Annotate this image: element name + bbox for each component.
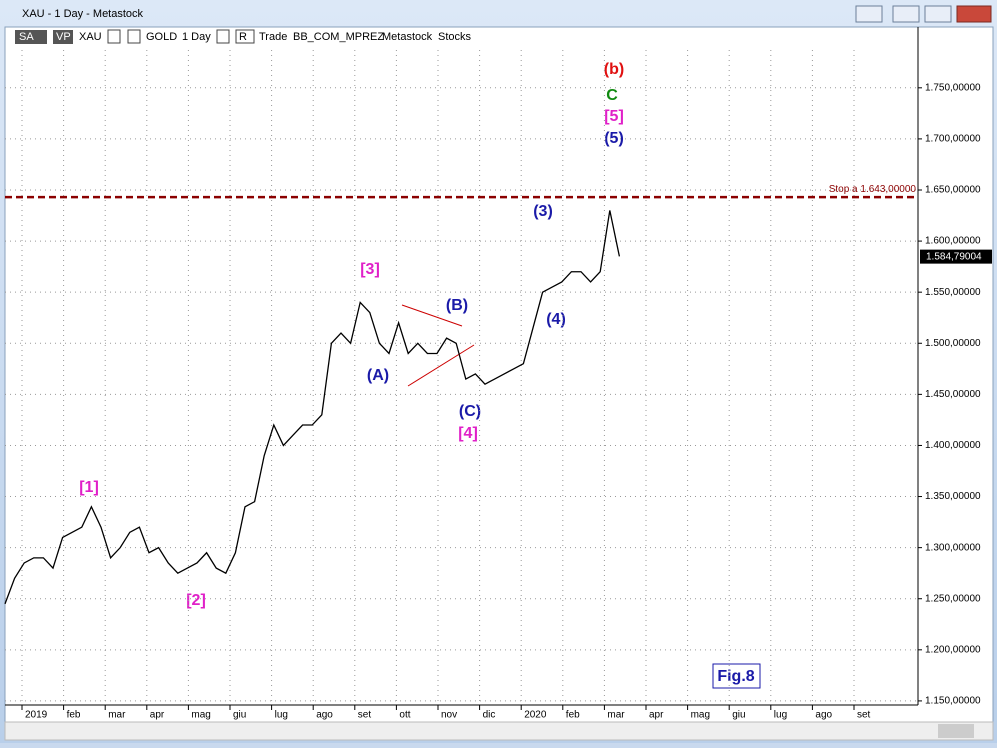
x-tick-label: ago bbox=[316, 710, 333, 721]
y-tick-label: 1.750,00000 bbox=[925, 82, 981, 93]
wave-label: (C) bbox=[459, 403, 481, 420]
restore-button[interactable] bbox=[855, 5, 883, 23]
x-tick-label: ago bbox=[815, 710, 832, 721]
x-tick-label: mag bbox=[691, 710, 710, 721]
x-tick-label: mar bbox=[108, 710, 126, 721]
wave-label: [1] bbox=[79, 479, 99, 496]
x-tick-label: mar bbox=[607, 710, 625, 721]
vp-button[interactable] bbox=[53, 30, 73, 44]
x-tick-label: feb bbox=[67, 710, 81, 721]
x-tick-label: apr bbox=[649, 710, 664, 721]
dropdown[interactable] bbox=[127, 29, 141, 44]
x-tick-label: giu bbox=[233, 710, 246, 721]
figure-label: Fig.8 bbox=[717, 668, 754, 685]
toolbar-item[interactable]: R bbox=[239, 31, 247, 43]
dropdown[interactable] bbox=[107, 29, 121, 44]
y-tick-label: 1.350,00000 bbox=[925, 491, 981, 502]
scroll-thumb[interactable] bbox=[938, 724, 974, 738]
toolbar-item[interactable]: 1 Day bbox=[182, 31, 211, 43]
wave-label: (A) bbox=[367, 367, 389, 384]
y-tick-label: 1.550,00000 bbox=[925, 287, 981, 298]
wave-label: [4] bbox=[458, 425, 478, 442]
y-tick-label: 1.250,00000 bbox=[925, 593, 981, 604]
wave-label: (B) bbox=[446, 297, 468, 314]
last-price-label: 1.584,79004 bbox=[926, 251, 982, 262]
y-tick-label: 1.650,00000 bbox=[925, 185, 981, 196]
sa-button[interactable] bbox=[15, 30, 47, 44]
x-tick-label: lug bbox=[275, 710, 288, 721]
maximize-button[interactable] bbox=[924, 5, 952, 23]
wave-label: C bbox=[606, 87, 618, 104]
wave-label: [5] bbox=[604, 108, 624, 125]
figure-box bbox=[712, 663, 761, 689]
x-tick-label: giu bbox=[732, 710, 745, 721]
minimize-button[interactable] bbox=[892, 5, 920, 23]
x-tick-label: lug bbox=[774, 710, 787, 721]
y-tick-label: 1.500,00000 bbox=[925, 338, 981, 349]
scrollbar[interactable] bbox=[4, 721, 994, 741]
toolbar-item[interactable]: XAU bbox=[79, 31, 102, 43]
toolbar-item[interactable]: SA bbox=[19, 31, 34, 43]
y-tick-label: 1.600,00000 bbox=[925, 236, 981, 247]
y-tick-label: 1.450,00000 bbox=[925, 389, 981, 400]
x-tick-label: set bbox=[358, 710, 372, 721]
y-tick-label: 1.200,00000 bbox=[925, 644, 981, 655]
dropdown[interactable] bbox=[216, 29, 230, 44]
y-tick-label: 1.400,00000 bbox=[925, 440, 981, 451]
stop-label: Stop a 1.643,00000 bbox=[829, 184, 917, 195]
wave-label: [2] bbox=[186, 592, 206, 609]
price-line bbox=[4, 210, 621, 605]
window-title: XAU - 1 Day - Metastock bbox=[22, 8, 144, 20]
x-tick-label: ott bbox=[399, 710, 410, 721]
wave-label: (b) bbox=[604, 61, 624, 78]
close-button[interactable] bbox=[956, 5, 992, 23]
wave-label: (3) bbox=[533, 203, 553, 220]
last-price-box bbox=[920, 249, 992, 264]
toolbar-item[interactable]: VP bbox=[56, 31, 71, 43]
x-tick-label: mag bbox=[191, 710, 210, 721]
toolbar-item[interactable]: Metastock bbox=[382, 31, 433, 43]
toolbar-item[interactable]: BB_COM_MPREZ bbox=[293, 31, 384, 43]
triangle-line bbox=[407, 344, 475, 387]
x-tick-label: set bbox=[857, 710, 871, 721]
wave-label: [3] bbox=[360, 261, 380, 278]
toolbar-item[interactable]: Trade bbox=[259, 31, 287, 43]
toolbar-item[interactable]: Stocks bbox=[438, 31, 472, 43]
x-tick-label: feb bbox=[566, 710, 580, 721]
x-tick-label: 2020 bbox=[524, 710, 547, 721]
chart-panel bbox=[4, 26, 994, 724]
x-tick-label: 2019 bbox=[25, 710, 48, 721]
toolbar-item[interactable]: GOLD bbox=[146, 31, 177, 43]
x-tick-label: apr bbox=[150, 710, 165, 721]
x-tick-label: dic bbox=[483, 710, 496, 721]
wave-label: (4) bbox=[546, 311, 566, 328]
y-tick-label: 1.150,00000 bbox=[925, 696, 981, 707]
wave-label: (5) bbox=[604, 130, 624, 147]
y-tick-label: 1.700,00000 bbox=[925, 134, 981, 145]
x-tick-label: nov bbox=[441, 710, 457, 721]
dropdown[interactable] bbox=[235, 29, 255, 44]
y-tick-label: 1.300,00000 bbox=[925, 542, 981, 553]
triangle-line bbox=[401, 304, 463, 327]
